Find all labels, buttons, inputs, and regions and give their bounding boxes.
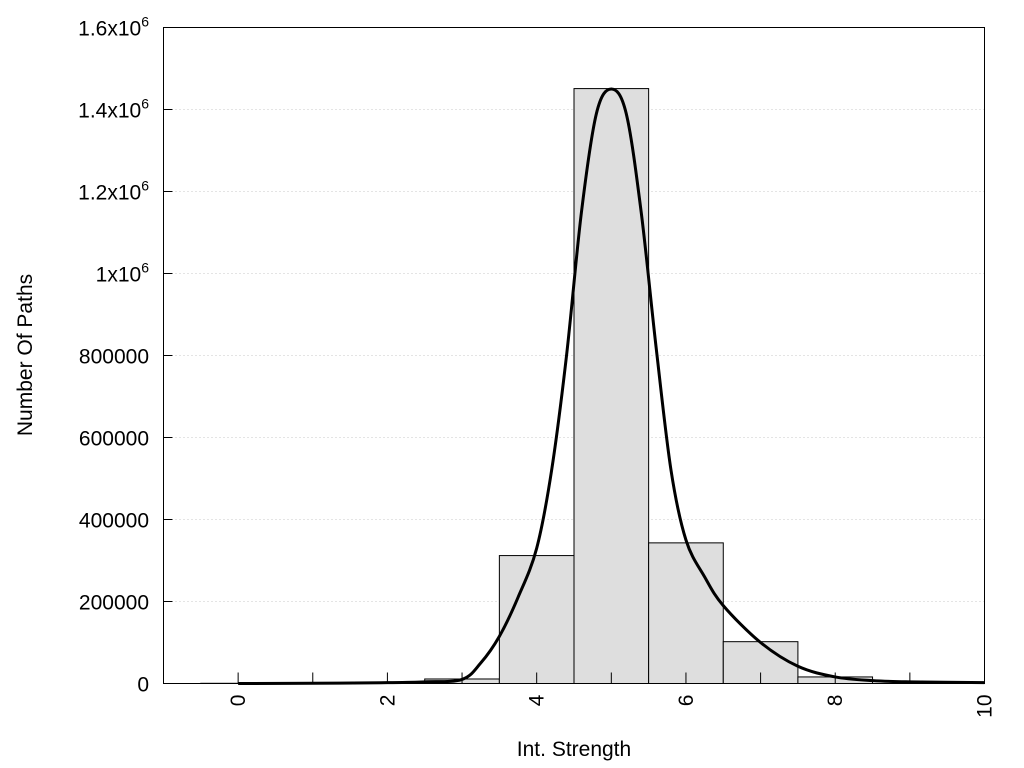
histogram-bar bbox=[573, 88, 650, 684]
y-tick-label: 0 bbox=[137, 674, 149, 697]
x-tick-label: 4 bbox=[526, 694, 549, 706]
bars bbox=[200, 88, 874, 685]
y-tick-exponent: 6 bbox=[141, 260, 149, 276]
x-tick-label: 0 bbox=[227, 695, 250, 707]
histogram-bar bbox=[498, 555, 575, 685]
y-tick-exponent: 6 bbox=[141, 178, 149, 194]
y-tick-label: 1.2x106 bbox=[78, 178, 149, 205]
y-axis-label: Number Of Paths bbox=[14, 274, 37, 436]
y-tick-label: 600000 bbox=[79, 428, 149, 451]
y-tick-exponent: 6 bbox=[141, 14, 149, 30]
x-tick-label: 8 bbox=[824, 695, 847, 707]
y-tick-label: 800000 bbox=[79, 346, 149, 369]
x-tick-label: 2 bbox=[376, 695, 399, 707]
x-axis-ticks: 0 2 4 6 8 10 bbox=[227, 672, 997, 718]
y-tick-label: 200000 bbox=[79, 592, 149, 615]
y-tick-label: 1x106 bbox=[96, 260, 150, 287]
x-tick-label: 6 bbox=[675, 695, 698, 707]
y-tick-label: 1.6x106 bbox=[78, 14, 149, 41]
y-tick-label: 1.4x106 bbox=[78, 96, 149, 123]
x-tick-label: 10 bbox=[974, 695, 997, 718]
y-tick-exponent: 6 bbox=[141, 96, 149, 112]
x-axis-label: Int. Strength bbox=[517, 738, 631, 761]
fit-curve bbox=[238, 87, 985, 685]
fit-curve-line bbox=[238, 87, 985, 685]
y-tick-label: 400000 bbox=[79, 510, 149, 533]
grid-lines bbox=[163, 109, 985, 602]
y-axis-ticks: 0 200000 400000 600000 800000 1x106 1.2x106 1.4… bbox=[78, 14, 173, 697]
histogram-bar bbox=[648, 542, 724, 684]
